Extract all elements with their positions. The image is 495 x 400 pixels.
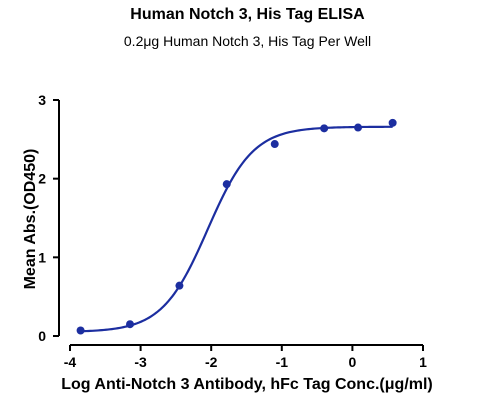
data-point <box>126 320 135 329</box>
chart-title: Human Notch 3, His Tag ELISA <box>130 6 365 23</box>
x-axis: -4 -3 -2 -1 0 1 <box>64 344 427 370</box>
data-point <box>76 326 85 335</box>
data-point <box>354 123 363 132</box>
y-tick-label: 0 <box>38 328 46 344</box>
data-point <box>320 124 329 133</box>
x-tick-label: 1 <box>419 354 427 370</box>
x-tick-label: -4 <box>64 354 77 370</box>
data-point <box>175 281 184 290</box>
y-axis-label: Mean Abs.(OD450) <box>22 149 39 290</box>
data-point <box>222 180 231 189</box>
chart-subtitle: 0.2μg Human Notch 3, His Tag Per Well <box>123 33 372 49</box>
data-point <box>388 118 397 127</box>
data-points <box>76 118 397 335</box>
x-tick-label: -2 <box>205 354 218 370</box>
y-tick-label: 3 <box>38 92 46 108</box>
x-axis-label: Log Anti-Notch 3 Antibody, hFc Tag Conc.… <box>61 376 433 393</box>
y-axis: 0 1 2 3 <box>38 92 60 344</box>
x-tick-label: -3 <box>134 354 147 370</box>
x-tick-label: 0 <box>349 354 357 370</box>
y-tick-label: 2 <box>38 171 46 187</box>
fit-curve <box>80 125 393 333</box>
y-tick-label: 1 <box>38 249 46 265</box>
data-point <box>270 140 279 149</box>
x-tick-label: -1 <box>276 354 289 370</box>
